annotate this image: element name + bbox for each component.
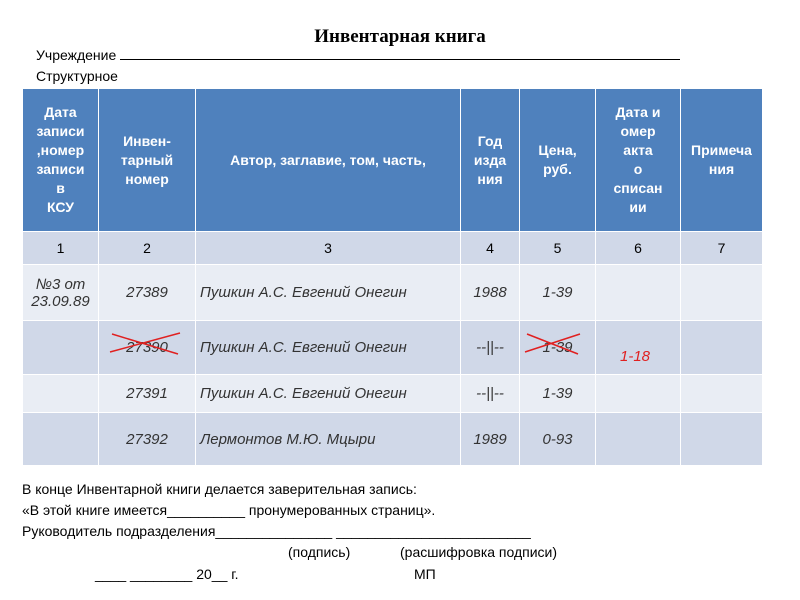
title: Инвентарная книга [314, 26, 486, 47]
cell [595, 374, 681, 413]
correction: 1-18 [620, 348, 651, 365]
cell: Пушкин А.С. Евгений Онегин [195, 374, 461, 413]
column-header: Примеча ния [680, 88, 763, 232]
cell: --||-- [460, 320, 520, 375]
cross-line [111, 333, 179, 355]
date: ____ ________ 20__ г. [95, 566, 239, 582]
cell [595, 412, 681, 466]
cell [595, 264, 681, 321]
decoding: (расшифровка подписи) [400, 544, 558, 560]
inventory-table: Дата записи ,номер записи в КСУ Инвен- та… [22, 88, 763, 466]
cross-line [524, 333, 581, 353]
cross-line [526, 333, 579, 355]
column-number: 7 [680, 231, 763, 265]
signature: (подпись) [288, 544, 351, 560]
column-header: Цена, руб. [519, 88, 596, 232]
cell: №3 от 23.09.89 [22, 264, 99, 321]
column-header: Дата записи ,номер записи в КСУ [22, 88, 99, 232]
footer-line: В конце Инвентарной книги делается завер… [22, 481, 417, 497]
cell: 1989 [460, 412, 520, 466]
footer-lines: В конце Инвентарной книги делается завер… [22, 479, 531, 542]
cell: 1-39 [519, 320, 596, 375]
cell: 1-39 [519, 374, 596, 413]
header-row: Дата записи ,номер записи в КСУ Инвен- та… [22, 88, 763, 232]
cross-line [109, 332, 181, 353]
cell [680, 320, 763, 375]
footer-line: «В этой книге имеется__________ пронумер… [22, 502, 436, 518]
institution-label: Учреждение [36, 47, 681, 63]
data-row: №3 от 23.09.89 27389 Пушкин А.С. Евгений О… [22, 264, 763, 321]
cell [680, 264, 763, 321]
cell: Пушкин А.С. Евгений Онегин [195, 320, 461, 375]
underline [120, 47, 681, 60]
cell [680, 412, 763, 466]
cell: 0-93 [519, 412, 596, 466]
cell: 1988 [460, 264, 520, 321]
column-number: 2 [98, 231, 196, 265]
column-header: Дата и омер акта о списан ии [595, 88, 681, 232]
cell: 27390 [98, 320, 196, 375]
cell [680, 374, 763, 413]
column-number: 6 [595, 231, 681, 265]
cell: 1-39 [519, 264, 596, 321]
data-row: 27390 Пушкин А.С. Евгений Онегин --||-- 1-3… [22, 320, 763, 375]
cell: 27392 [98, 412, 196, 466]
cell: Лермонтов М.Ю. Мцыри [195, 412, 461, 466]
data-row: 27392 Лермонтов М.Ю. Мцыри 1989 0-93 [22, 412, 763, 466]
column-header: Год изда ния [460, 88, 520, 232]
cell [22, 412, 99, 466]
footer-line: Руководитель подразделения______________… [22, 523, 531, 539]
stamp: МП [414, 566, 436, 582]
cell: 27391 [98, 374, 196, 413]
data-row: 27391 Пушкин А.С. Евгений Онегин --||-- 1-3… [22, 374, 763, 413]
institution-text: Учреждение [36, 47, 117, 63]
unit-label: Структурное [36, 68, 118, 84]
column-number: 4 [460, 231, 520, 265]
column-header: Инвен- тарный номер [98, 88, 196, 232]
column-number: 3 [195, 231, 461, 265]
